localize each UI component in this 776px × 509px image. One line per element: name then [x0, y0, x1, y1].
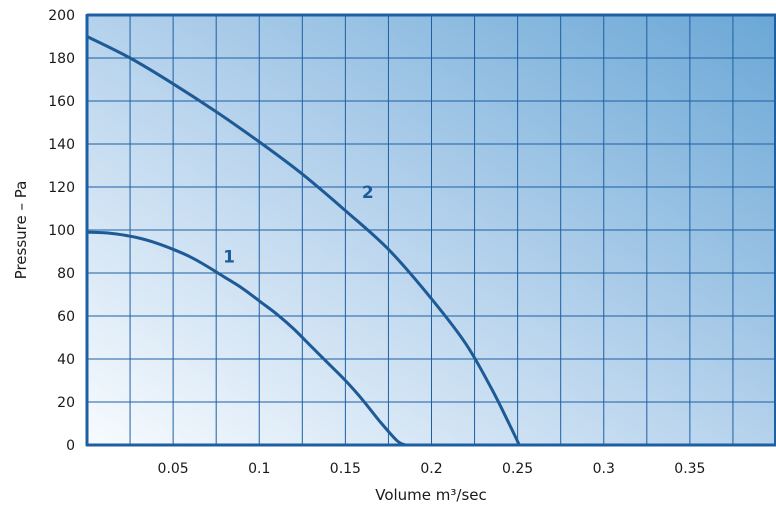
- y-axis-label: Pressure – Pa: [12, 181, 30, 280]
- y-tick-label: 40: [57, 352, 75, 368]
- y-tick-labels: 0 20 40 60 80 100 120 140 160 180 200: [48, 8, 75, 454]
- curve-label-1: 1: [223, 247, 235, 267]
- x-axis-label: Volume m³/sec: [375, 486, 487, 504]
- axes: [85, 13, 776, 447]
- y-tick-label: 120: [48, 180, 75, 196]
- y-tick-label: 0: [66, 438, 75, 454]
- curve-labels: 12: [223, 183, 374, 268]
- y-tick-label: 100: [48, 223, 75, 239]
- x-tick-label: 0.15: [330, 461, 361, 477]
- y-tick-label: 160: [48, 94, 75, 110]
- y-tick-label: 80: [57, 266, 75, 282]
- x-tick-label: 0.05: [158, 461, 189, 477]
- curve-1: [85, 230, 408, 447]
- x-tick-label: 0.3: [593, 461, 615, 477]
- curves: [85, 35, 521, 447]
- y-tick-label: 200: [48, 8, 75, 24]
- x-tick-label: 0.1: [248, 461, 270, 477]
- x-tick-labels: 0.05 0.1 0.15 0.2 0.25 0.3 0.35: [158, 461, 706, 477]
- x-tick-label: 0.35: [674, 461, 705, 477]
- y-tick-label: 20: [57, 395, 75, 411]
- y-tick-label: 60: [57, 309, 75, 325]
- curve-label-2: 2: [362, 183, 374, 203]
- x-tick-label: 0.25: [502, 461, 533, 477]
- grid-lines: [87, 15, 776, 445]
- x-tick-label: 0.2: [420, 461, 442, 477]
- y-tick-label: 140: [48, 137, 75, 153]
- y-tick-label: 180: [48, 51, 75, 67]
- curve-2: [85, 35, 521, 447]
